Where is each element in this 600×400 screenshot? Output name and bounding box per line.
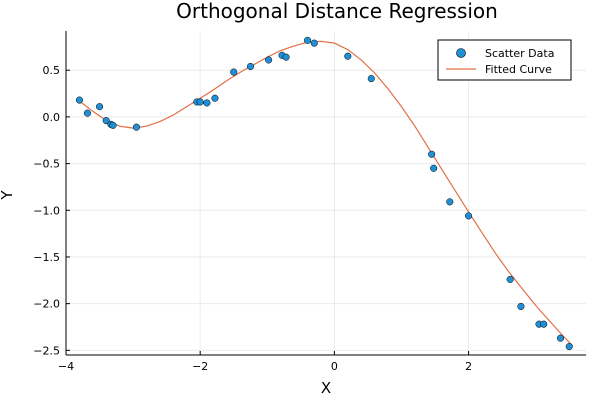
scatter-point	[265, 56, 273, 64]
scatter-point	[344, 52, 352, 60]
x-tick-label: 2	[465, 360, 472, 373]
chart-title: Orthogonal Distance Regression	[176, 0, 498, 23]
y-tick-label: 0.0	[43, 111, 61, 124]
axes	[65, 31, 586, 356]
series-layer	[75, 36, 574, 351]
tick-labels: −4 −2 0 2 0.5 0.0 −0.5 −1.0 −1.5 −2.0 −2.5	[33, 64, 472, 373]
scatter-point	[465, 212, 473, 220]
legend-label-scatter: Scatter Data	[485, 47, 554, 60]
scatter-point	[565, 343, 573, 351]
gridlines	[65, 31, 586, 355]
scatter-point	[517, 302, 525, 310]
y-tick-label: −2.5	[33, 344, 60, 357]
x-tick-label: 0	[331, 360, 338, 373]
scatter-point	[446, 198, 454, 206]
scatter-point	[506, 275, 514, 283]
scatter-point	[540, 320, 548, 328]
scatter-point	[132, 123, 141, 131]
scatter-point	[203, 99, 211, 107]
scatter-point	[230, 68, 238, 76]
y-tick-label: −0.5	[33, 158, 60, 171]
scatter-point	[75, 96, 83, 104]
scatter-point	[246, 62, 255, 71]
y-axis-label: Y	[0, 190, 16, 201]
scatter-point	[95, 103, 104, 111]
scatter-point	[211, 94, 219, 102]
y-tick-label: −1.0	[33, 204, 60, 217]
scatter-point	[430, 164, 438, 172]
scatter-point	[303, 36, 312, 44]
fitted-curve	[79, 40, 574, 347]
x-axis-label: X	[321, 379, 331, 397]
scatter-point	[428, 150, 436, 158]
x-tick-label: −2	[192, 360, 208, 373]
scatter-point	[310, 39, 318, 47]
scatter-point	[102, 117, 110, 125]
scatter-point	[367, 75, 375, 83]
scatter-point	[196, 98, 204, 106]
legend-box	[437, 39, 572, 81]
legend-marker-scatter	[456, 48, 466, 58]
scatter-point	[109, 121, 117, 129]
y-tick-label: −2.0	[33, 298, 60, 311]
scatter-point	[556, 334, 565, 342]
scatter-point	[83, 109, 92, 117]
y-tick-label: −1.5	[33, 251, 60, 264]
legend: Scatter Data Fitted Curve	[437, 39, 572, 81]
y-tick-label: 0.5	[43, 64, 61, 77]
x-tick-label: −4	[58, 360, 74, 373]
scatter-point	[282, 53, 290, 61]
legend-label-fitted: Fitted Curve	[485, 63, 552, 76]
